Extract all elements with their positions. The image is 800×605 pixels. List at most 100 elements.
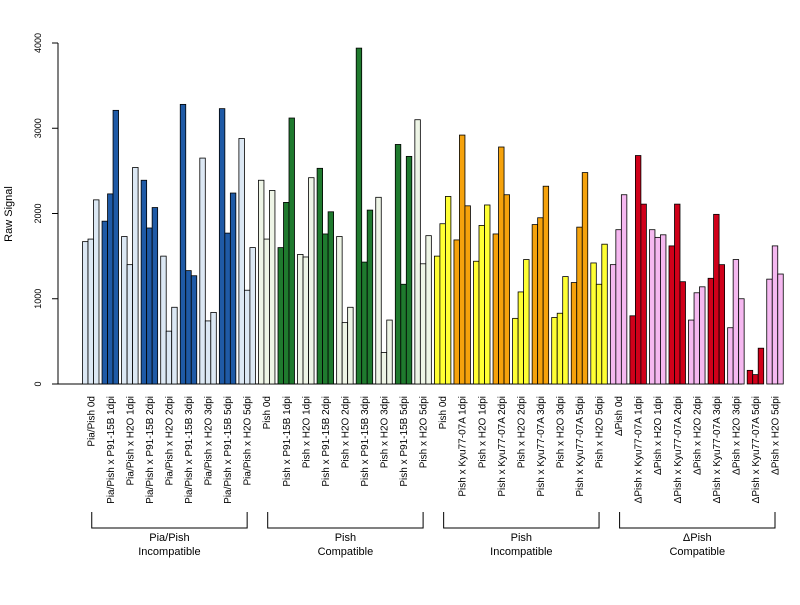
x-tick-label: ΔPish 0d	[614, 396, 625, 436]
x-tick-label: Pish x Kyu77-07A 2dpi	[497, 396, 508, 497]
bar	[405, 155, 413, 385]
x-tick-label: ΔPish x H2O 5dpi	[771, 396, 782, 475]
x-tick-label: ΔPish x H2O 1dpi	[653, 396, 664, 475]
bar	[699, 286, 706, 385]
x-tick-label: Pish x H2O 3dpi	[555, 396, 566, 468]
bar	[269, 190, 276, 385]
bar	[366, 209, 374, 385]
bar	[679, 281, 686, 385]
bar	[484, 204, 491, 385]
x-tick-label: Pish x Kyu77-07A 1dpi	[458, 396, 469, 497]
bar	[581, 172, 589, 385]
bar	[640, 203, 647, 385]
bar	[82, 241, 89, 385]
bar	[199, 157, 206, 385]
bar	[620, 194, 628, 385]
group-label: Compatible	[318, 546, 374, 558]
y-tick-label: 0	[33, 381, 43, 386]
group-label: Incompatible	[138, 546, 200, 558]
x-tick-label: Pish x H2O 1dpi	[301, 396, 312, 468]
bar	[394, 144, 402, 385]
bar	[609, 264, 617, 385]
x-tick-label: Pia/Pish x H2O 2dpi	[164, 396, 175, 486]
bar	[517, 291, 524, 385]
bar	[165, 330, 173, 385]
bar	[459, 134, 466, 385]
x-tick-label: ΔPish x H2O 2dpi	[692, 396, 703, 475]
bar	[238, 138, 245, 385]
x-tick-label: Pish x Kyu77-07A 3dpi	[536, 396, 547, 497]
x-tick-label: Pia/Pish x P91-15B 1dpi	[106, 396, 117, 504]
bar	[752, 374, 759, 385]
bar	[288, 117, 295, 385]
bar	[185, 270, 192, 385]
x-tick-label: Pia/Pish x P91-15B 3dpi	[184, 396, 195, 504]
group-label: Pish	[335, 532, 356, 544]
bar	[121, 236, 128, 385]
bar	[425, 235, 432, 385]
bar	[660, 234, 667, 385]
bar	[322, 233, 329, 385]
bar	[210, 311, 217, 385]
bar	[492, 233, 499, 385]
y-axis-label: Raw Signal	[3, 186, 15, 242]
y-tick-label: 1000	[33, 289, 43, 309]
x-tick-label: Pish x Kyu77-07A 5dpi	[575, 396, 586, 497]
x-tick-label: ΔPish x Kyu77-07A 2dpi	[673, 396, 684, 503]
x-tick-label: Pish x H2O 5dpi	[419, 396, 430, 468]
x-tick-label: Pish x P91-15B 3dpi	[360, 396, 371, 487]
bar	[473, 260, 480, 385]
bar	[718, 264, 725, 385]
bar	[635, 155, 642, 385]
bar	[464, 205, 471, 385]
bar	[590, 262, 597, 385]
x-tick-label: Pish x H2O 2dpi	[516, 396, 527, 468]
bar	[327, 211, 335, 385]
bar	[688, 319, 695, 385]
x-tick-label: Pia/Pish x H2O 1dpi	[125, 396, 136, 486]
x-tick-label: ΔPish x Kyu77-07A 3dpi	[712, 396, 723, 503]
bar	[258, 179, 265, 385]
bar	[243, 289, 251, 385]
bar	[674, 203, 681, 385]
group-label: Pish	[511, 532, 532, 544]
bar	[498, 146, 505, 385]
bar	[478, 225, 485, 385]
bar	[160, 255, 167, 385]
bar	[601, 243, 608, 385]
group-label: Compatible	[669, 546, 725, 558]
x-tick-label: Pia/Pish x H2O 5dpi	[243, 396, 254, 486]
bar	[713, 213, 720, 385]
bar	[576, 226, 583, 385]
bar	[444, 196, 452, 385]
x-tick-label: ΔPish x Kyu77-07A 5dpi	[751, 396, 762, 503]
bar	[738, 298, 745, 385]
bar	[218, 108, 226, 385]
x-tick-label: Pish x P91-15B 5dpi	[399, 396, 410, 487]
bar	[375, 196, 382, 385]
x-tick-label: Pish 0d	[262, 396, 273, 429]
bar	[551, 317, 558, 385]
bar	[615, 229, 622, 385]
bar	[101, 220, 108, 385]
x-tick-label: Pish x H2O 5dpi	[595, 396, 606, 468]
bar	[229, 192, 237, 385]
bar	[179, 103, 187, 385]
x-tick-label: Pia/Pish 0d	[86, 396, 97, 447]
bar	[419, 263, 427, 385]
bar	[171, 306, 178, 385]
group-label: Incompatible	[490, 546, 552, 558]
bar	[595, 283, 603, 385]
group-brackets: Pia/Pish Incompatible Pish Compatible Pish In…	[91, 512, 776, 558]
group-bracket	[267, 512, 424, 529]
x-tick-label: Pia/Pish x P91-15B 2dpi	[145, 396, 156, 504]
bar	[302, 256, 309, 385]
bar	[112, 109, 119, 385]
bar	[380, 352, 388, 385]
bar	[190, 275, 198, 385]
bar	[654, 236, 661, 385]
bar	[336, 236, 343, 385]
bar	[400, 283, 407, 385]
